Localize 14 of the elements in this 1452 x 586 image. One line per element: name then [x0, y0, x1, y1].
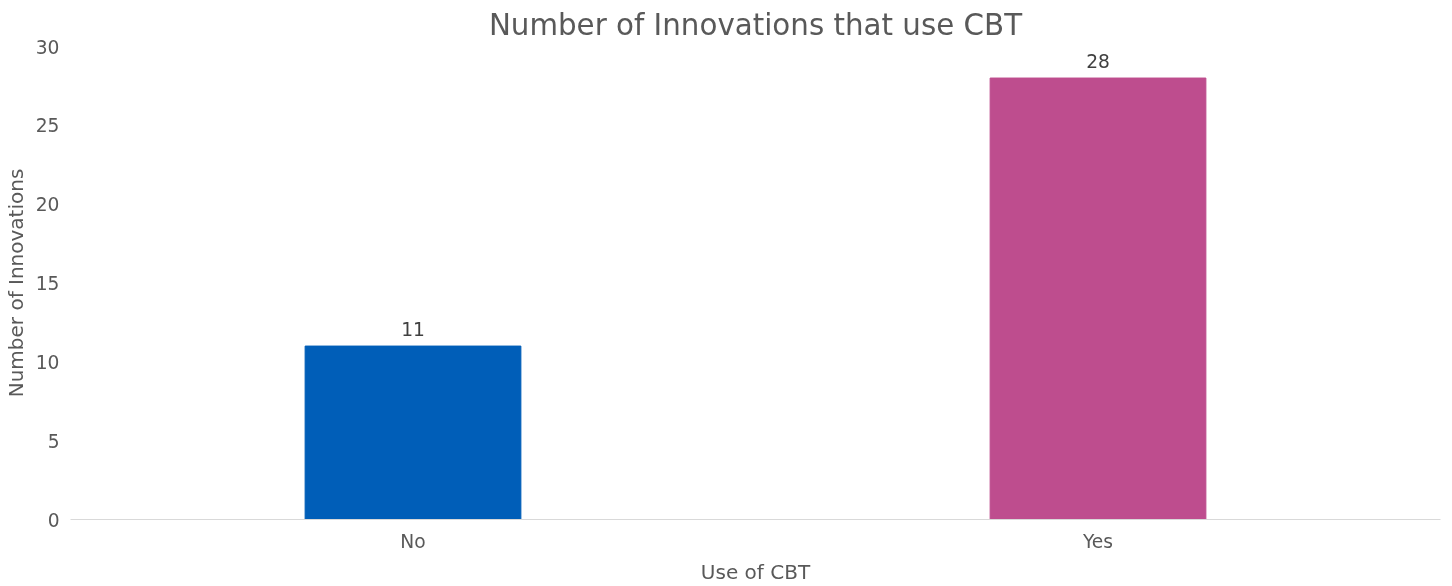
x-axis-title: Use of CBT	[700, 559, 811, 584]
data-label: 28	[1086, 51, 1110, 73]
x-tick-label: No	[400, 530, 426, 552]
chart-title: Number of Innovations that use CBT	[488, 7, 1023, 42]
y-tick-label: 25	[35, 115, 60, 137]
y-tick-label: 0	[47, 509, 60, 531]
y-tick-label: 10	[35, 351, 60, 373]
y-tick-label: 15	[35, 273, 60, 294]
y-axis-title: Number of Innovations	[3, 168, 28, 398]
y-tick-label: 5	[47, 430, 60, 452]
y-tick-label: 30	[35, 36, 60, 58]
data-label: 11	[401, 319, 425, 341]
x-tick-label: Yes	[1081, 530, 1114, 552]
y-tick-label: 20	[35, 194, 60, 216]
